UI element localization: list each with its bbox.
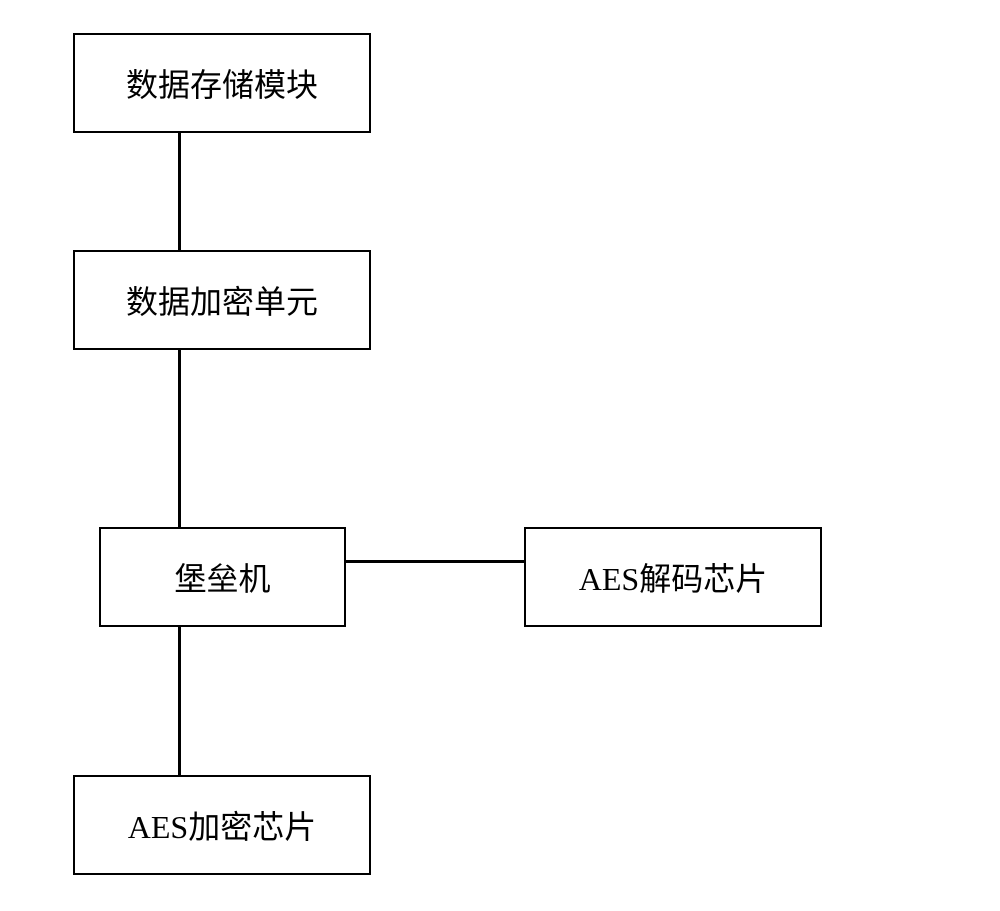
node-encrypt-unit: 数据加密单元 — [73, 250, 371, 350]
node-bastion: 堡垒机 — [99, 527, 346, 627]
node-aes-encrypt-label: AES加密芯片 — [128, 802, 316, 848]
node-storage-label: 数据存储模块 — [126, 60, 318, 106]
edge-bastion-decode — [346, 560, 524, 563]
edge-bastion-aesencrypt — [178, 627, 181, 775]
edge-encrypt-bastion — [178, 350, 181, 527]
node-encrypt-unit-label: 数据加密单元 — [126, 277, 318, 323]
node-storage: 数据存储模块 — [73, 33, 371, 133]
node-bastion-label: 堡垒机 — [174, 554, 270, 600]
node-aes-encrypt: AES加密芯片 — [73, 775, 371, 875]
edge-storage-encrypt — [178, 133, 181, 250]
node-aes-decode: AES解码芯片 — [524, 527, 822, 627]
node-aes-decode-label: AES解码芯片 — [579, 554, 767, 600]
